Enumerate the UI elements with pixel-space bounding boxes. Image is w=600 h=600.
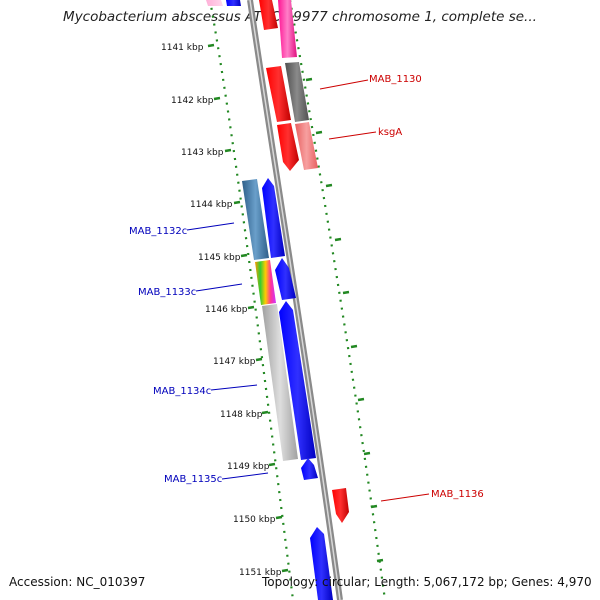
gene-label-mab1135c[interactable]: MAB_1135c: [164, 474, 222, 485]
tick-label: 1149 kbp: [227, 462, 270, 472]
tick-label: 1145 kbp: [198, 253, 241, 263]
feature-top-light-pink[interactable]: [206, 0, 223, 6]
gene-label-mab1133c[interactable]: MAB_1133c: [138, 287, 196, 298]
feature-reverse-cds[interactable]: [279, 301, 316, 460]
inner-ring-dashes: [207, 43, 289, 573]
feature-forward-cds[interactable]: [277, 123, 299, 171]
outer-ring-dashes: [305, 77, 384, 563]
gene-label-mab1134c[interactable]: MAB_1134c: [153, 386, 211, 397]
feature-ksgA-salmon[interactable]: [295, 122, 318, 170]
tick-label: 1144 kbp: [190, 200, 233, 210]
gene-label-mab1130[interactable]: MAB_1130: [369, 74, 422, 85]
tick-label: 1151 kbp: [239, 568, 282, 578]
gene-labels[interactable]: MAB_1130 ksgA MAB_1132c MAB_1133c MAB_11…: [129, 74, 484, 500]
map-title: Mycobacterium abscessus ATCC 19977 chrom…: [63, 9, 537, 25]
feature-reverse-cds[interactable]: [262, 178, 285, 258]
feature-mab1130-dark[interactable]: [285, 62, 309, 122]
feature-mab1132c-steel[interactable]: [242, 179, 269, 260]
gene-label-mab1136[interactable]: MAB_1136: [431, 489, 484, 500]
tick-label: 1141 kbp: [161, 43, 204, 53]
tick-label: 1142 kbp: [171, 96, 214, 106]
accession-label: Accession: NC_010397: [9, 575, 146, 589]
feature-reverse-cds[interactable]: [310, 527, 333, 600]
tick-label: 1143 kbp: [181, 148, 224, 158]
feature-pink[interactable]: [278, 0, 297, 58]
feature-mab1134c-gray[interactable]: [262, 304, 298, 461]
feature-forward-cds[interactable]: [266, 66, 291, 122]
tick-label: 1146 kbp: [205, 305, 248, 315]
feature-reverse-cds[interactable]: [301, 458, 318, 480]
tick-label: 1147 kbp: [213, 357, 256, 367]
feature-mab1133c-multicolor[interactable]: [255, 260, 276, 305]
feature-mab1136[interactable]: [332, 488, 349, 523]
label-leaders: [186, 79, 430, 502]
feature-top-blue[interactable]: [226, 0, 241, 6]
gene-label-mab1132c[interactable]: MAB_1132c: [129, 226, 187, 237]
gene-label-ksga[interactable]: ksgA: [378, 127, 402, 138]
genome-summary: Topology: circular; Length: 5,067,172 bp…: [262, 575, 592, 589]
tick-labels: 1141 kbp 1142 kbp 1143 kbp 1144 kbp 1145…: [161, 43, 282, 578]
feature-reverse-cds[interactable]: [275, 258, 296, 300]
tick-label: 1150 kbp: [233, 515, 276, 525]
feature-forward-cds[interactable]: [259, 0, 278, 30]
inner-dotted-ring: [208, 0, 295, 600]
tick-label: 1148 kbp: [220, 410, 263, 420]
backbone-line-inner: [249, 0, 341, 600]
